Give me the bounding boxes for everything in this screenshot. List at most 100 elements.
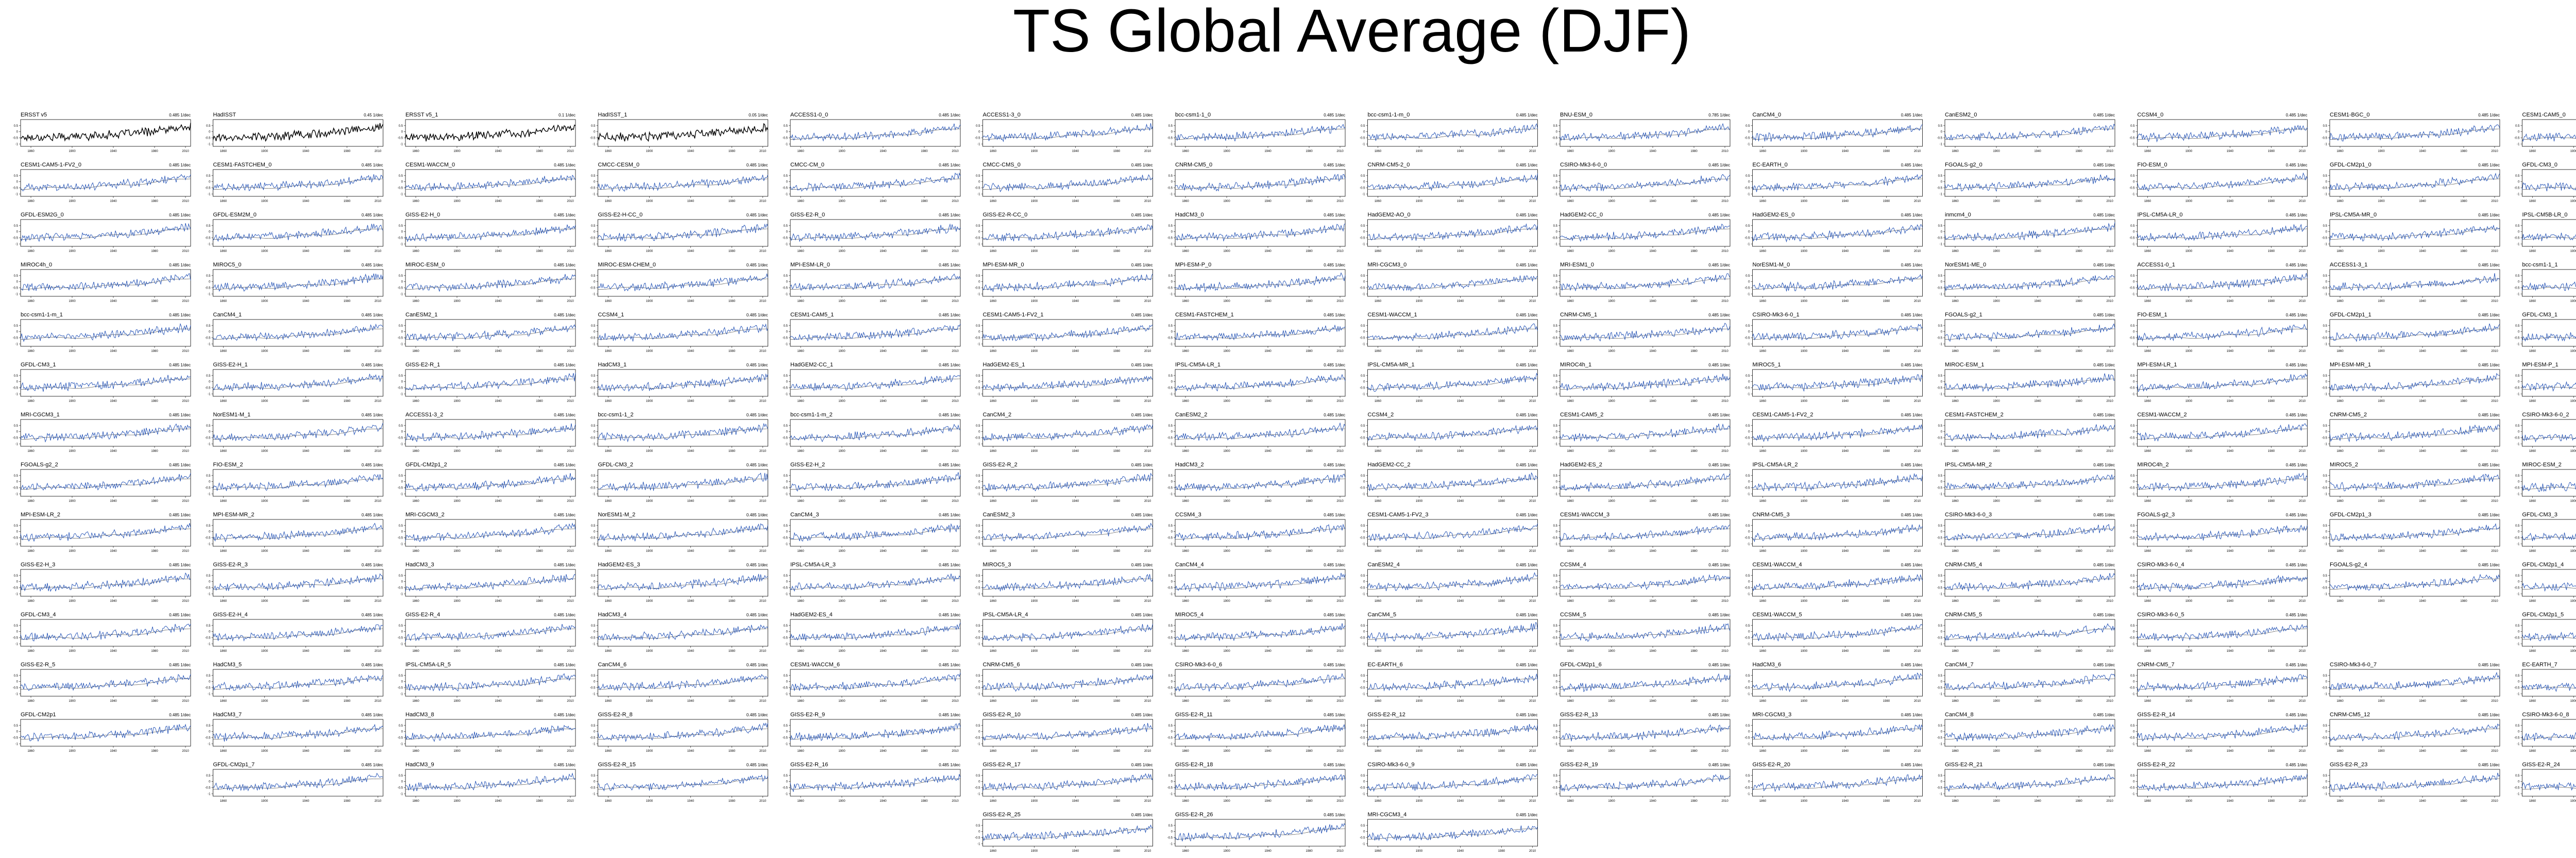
x-tick-label: 1860 (27, 600, 35, 603)
x-tick-label: 1900 (1031, 600, 1038, 603)
model-series-line (1367, 223, 1538, 242)
panel-frame (2329, 269, 2500, 297)
model-series-line (2522, 482, 2576, 492)
x-tick-label: 1860 (220, 700, 227, 703)
panel-trend: 0.485 1/dec (2286, 113, 2308, 117)
panel-trend: 0.485 1/dec (939, 613, 960, 617)
panel-label: CanCM4_6 (598, 662, 627, 668)
panel-frame (1367, 519, 1538, 547)
y-tick-label: -1 (1747, 143, 1750, 146)
x-tick-label: 1900 (261, 800, 268, 803)
x-tick-label: 1940 (110, 150, 117, 153)
y-tick-label: 0.5 (1361, 725, 1365, 728)
model-series-line (598, 574, 768, 591)
panel-frame (20, 719, 191, 747)
envelope-line (1367, 228, 1538, 240)
y-tick-label: 0.5 (1745, 275, 1750, 278)
x-tick-label: 1900 (261, 450, 268, 453)
y-tick-label: -0.5 (783, 237, 788, 240)
y-tick-label: 0 (786, 781, 788, 784)
y-tick-label: 0 (401, 431, 403, 434)
panel-label: MPI-ESM-LR_2 (21, 512, 60, 518)
panel-trend: 0.485 1/dec (939, 413, 960, 417)
x-tick-label: 1980 (1306, 300, 1313, 303)
x-tick-label: 1940 (687, 650, 694, 653)
y-tick-label: 0 (978, 481, 980, 484)
model-series-line (598, 674, 768, 691)
panel-trend: 0.485 1/dec (1516, 763, 1538, 767)
y-tick-label: 0.5 (399, 425, 403, 428)
x-tick-label: 2010 (1336, 150, 1344, 153)
y-tick-label: 0 (786, 631, 788, 634)
x-tick-label: 2010 (1144, 700, 1151, 703)
x-tick-label: 1980 (1113, 250, 1121, 253)
x-tick-label: 1860 (605, 200, 612, 203)
panel-label: CanCM4_4 (1175, 562, 1204, 568)
panel: GISS-E2-R_240.485 1/dec-1-0.500.51860190… (2514, 762, 2576, 803)
x-tick-label: 1980 (151, 750, 158, 753)
x-tick-label: 1900 (2378, 500, 2385, 503)
panel-trend: 0.485 1/dec (939, 563, 960, 567)
x-tick-label: 2010 (182, 200, 189, 203)
y-tick-label: -0.5 (1552, 636, 1558, 640)
panel-frame (405, 769, 576, 797)
y-tick-label: -1 (1362, 693, 1365, 696)
x-tick-label: 1860 (1952, 550, 1959, 553)
y-tick-label: 0 (1556, 631, 1558, 634)
x-tick-label: 1860 (1375, 250, 1382, 253)
y-tick-label: -0.5 (590, 287, 596, 290)
panel-trend: 0.485 1/dec (1324, 363, 1345, 367)
x-tick-label: 1940 (110, 200, 117, 203)
model-series-line (405, 772, 576, 792)
y-tick-label: 0 (978, 581, 980, 584)
y-tick-label: 0.5 (1361, 375, 1365, 378)
x-tick-label: 1900 (1801, 800, 1808, 803)
x-tick-label: 1940 (1649, 300, 1656, 303)
model-series-line (1944, 424, 2115, 442)
x-tick-label: 1900 (2378, 800, 2385, 803)
y-tick-label: 0.5 (399, 525, 403, 528)
panel-trend: 0.485 1/dec (1516, 713, 1538, 717)
y-tick-label: -0.5 (2129, 536, 2135, 540)
envelope-line (598, 178, 768, 190)
x-tick-label: 1900 (646, 800, 653, 803)
x-tick-label: 2010 (1529, 150, 1536, 153)
x-tick-label: 1900 (646, 300, 653, 303)
panel-frame (982, 469, 1153, 497)
x-tick-label: 1940 (2227, 300, 2234, 303)
x-tick-label: 1940 (2034, 350, 2041, 353)
x-tick-label: 2010 (567, 450, 574, 453)
panel-frame (790, 469, 961, 497)
x-tick-label: 1940 (1842, 250, 1849, 253)
x-tick-label: 1980 (1113, 450, 1121, 453)
x-tick-label: 1940 (302, 550, 310, 553)
y-tick-label: 0 (978, 281, 980, 284)
x-tick-label: 2010 (952, 650, 959, 653)
x-tick-label: 1860 (1952, 800, 1959, 803)
model-series-line (1367, 173, 1538, 191)
panel-label: CNRM-CM5_6 (983, 662, 1020, 668)
x-tick-label: 1980 (1306, 650, 1313, 653)
y-tick-label: -1 (1747, 543, 1750, 546)
y-tick-label: 0.5 (2323, 525, 2328, 528)
model-series-line (405, 473, 576, 492)
panel-trend: 0.485 1/dec (2093, 613, 2115, 617)
x-tick-label: 2010 (375, 800, 382, 803)
x-tick-label: 2010 (952, 700, 959, 703)
y-tick-label: 0 (209, 781, 211, 784)
y-tick-label: 0 (1748, 781, 1750, 784)
panel-label: MIROC5_4 (1175, 612, 1204, 618)
x-tick-label: 2010 (1144, 450, 1151, 453)
panel-frame (982, 569, 1153, 597)
model-series-line (1367, 572, 1538, 592)
panel-frame (598, 119, 768, 147)
model-series-line (405, 673, 576, 692)
y-tick-label: -0.5 (1744, 536, 1750, 540)
y-tick-label: -1 (1555, 293, 1558, 296)
